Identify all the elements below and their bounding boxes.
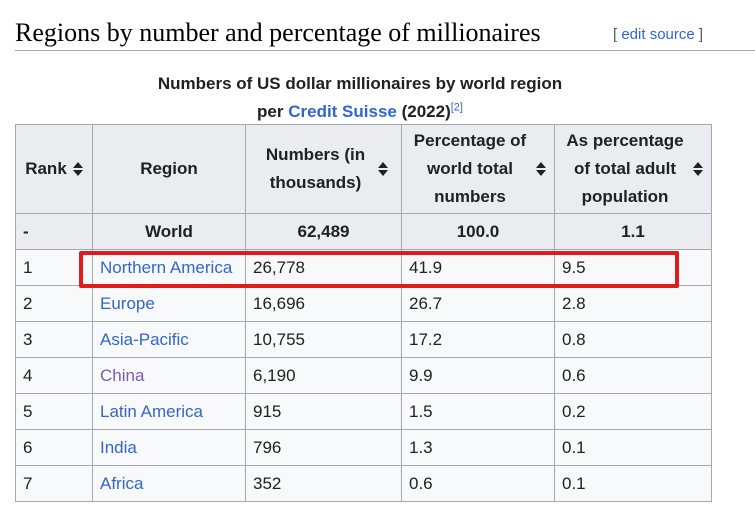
region-link[interactable]: China: [100, 365, 145, 385]
cell-rank: 7: [15, 465, 93, 502]
column-header-pct-adult[interactable]: As percentage of total adult population: [554, 124, 712, 214]
cell-pct-adult: 0.2: [554, 393, 712, 430]
cell-rank: 1: [15, 249, 93, 286]
table-row: 4 China 6,190 9.9 0.6: [15, 357, 712, 394]
reference-link[interactable]: [2]: [450, 101, 463, 114]
column-header-rank[interactable]: Rank: [15, 124, 93, 214]
cell-numbers: 10,755: [245, 321, 402, 358]
region-link[interactable]: India: [100, 437, 137, 457]
sort-icon[interactable]: [72, 162, 83, 176]
millionaires-table: Rank Region Numbers (in thousands) Perce…: [15, 124, 712, 502]
cell-pct-world: 41.9: [401, 249, 555, 286]
cell-pct-world: 100.0: [401, 213, 555, 250]
cell-pct-adult: 0.1: [554, 429, 712, 466]
cell-rank: -: [15, 213, 93, 250]
table-row: 3 Asia-Pacific 10,755 17.2 0.8: [15, 321, 712, 358]
region-link[interactable]: Asia-Pacific: [100, 329, 189, 349]
region-link[interactable]: Latin America: [100, 401, 203, 421]
cell-region: World: [92, 213, 246, 250]
cell-pct-world: 17.2: [401, 321, 555, 358]
region-link[interactable]: Africa: [100, 473, 144, 493]
cell-rank: 4: [15, 357, 93, 394]
cell-numbers: 796: [245, 429, 402, 466]
region-link[interactable]: Northern America: [100, 257, 233, 277]
cell-pct-adult: 0.6: [554, 357, 712, 394]
cell-rank: 2: [15, 285, 93, 322]
cell-rank: 3: [15, 321, 93, 358]
cell-rank: 6: [15, 429, 93, 466]
sort-icon[interactable]: [536, 162, 546, 176]
caption-line-2: per Credit Suisse (2022)[2]: [257, 101, 463, 121]
table-row: 6 India 796 1.3 0.1: [15, 429, 712, 466]
table-caption: Numbers of US dollar millionaires by wor…: [15, 70, 705, 126]
cell-pct-world: 9.9: [401, 357, 555, 394]
edit-bracket-close: ]: [698, 26, 704, 43]
region-link[interactable]: Europe: [100, 293, 155, 313]
cell-numbers: 26,778: [245, 249, 402, 286]
cell-pct-adult: 0.8: [554, 321, 712, 358]
cell-numbers: 352: [245, 465, 402, 502]
cell-numbers: 62,489: [245, 213, 402, 250]
column-header-numbers[interactable]: Numbers (in thousands): [245, 124, 402, 214]
cell-pct-world: 0.6: [401, 465, 555, 502]
edit-source-link[interactable]: edit source: [621, 26, 695, 43]
section-title: Regions by number and percentage of mill…: [15, 18, 541, 47]
column-header-pct-world[interactable]: Percentage of world total numbers: [401, 124, 555, 214]
cell-rank: 5: [15, 393, 93, 430]
table-row: 5 Latin America 915 1.5 0.2: [15, 393, 712, 430]
cell-pct-world: 1.3: [401, 429, 555, 466]
cell-pct-adult: 9.5: [554, 249, 712, 286]
cell-numbers: 16,696: [245, 285, 402, 322]
cell-numbers: 915: [245, 393, 402, 430]
cell-pct-adult: 0.1: [554, 465, 712, 502]
caption-line-1: Numbers of US dollar millionaires by wor…: [157, 74, 563, 93]
sort-icon[interactable]: [693, 162, 703, 176]
edit-section: [ edit source ]: [613, 26, 703, 43]
table-row: 7 Africa 352 0.6 0.1: [15, 465, 712, 502]
edit-bracket-open: [: [613, 26, 618, 43]
section-heading: Regions by number and percentage of mill…: [15, 14, 755, 51]
cell-pct-world: 1.5: [401, 393, 555, 430]
header-row: Rank Region Numbers (in thousands) Perce…: [15, 124, 712, 214]
world-row: - World 62,489 100.0 1.1: [15, 213, 712, 250]
cell-pct-adult: 1.1: [554, 213, 712, 250]
cell-pct-adult: 2.8: [554, 285, 712, 322]
credit-suisse-link[interactable]: Credit Suisse: [288, 102, 397, 121]
cell-numbers: 6,190: [245, 357, 402, 394]
table-row: 1 Northern America 26,778 41.9 9.5: [15, 249, 712, 286]
table-row: 2 Europe 16,696 26.7 2.8: [15, 285, 712, 322]
sort-icon[interactable]: [377, 162, 388, 176]
cell-pct-world: 26.7: [401, 285, 555, 322]
column-header-region[interactable]: Region: [92, 124, 246, 214]
